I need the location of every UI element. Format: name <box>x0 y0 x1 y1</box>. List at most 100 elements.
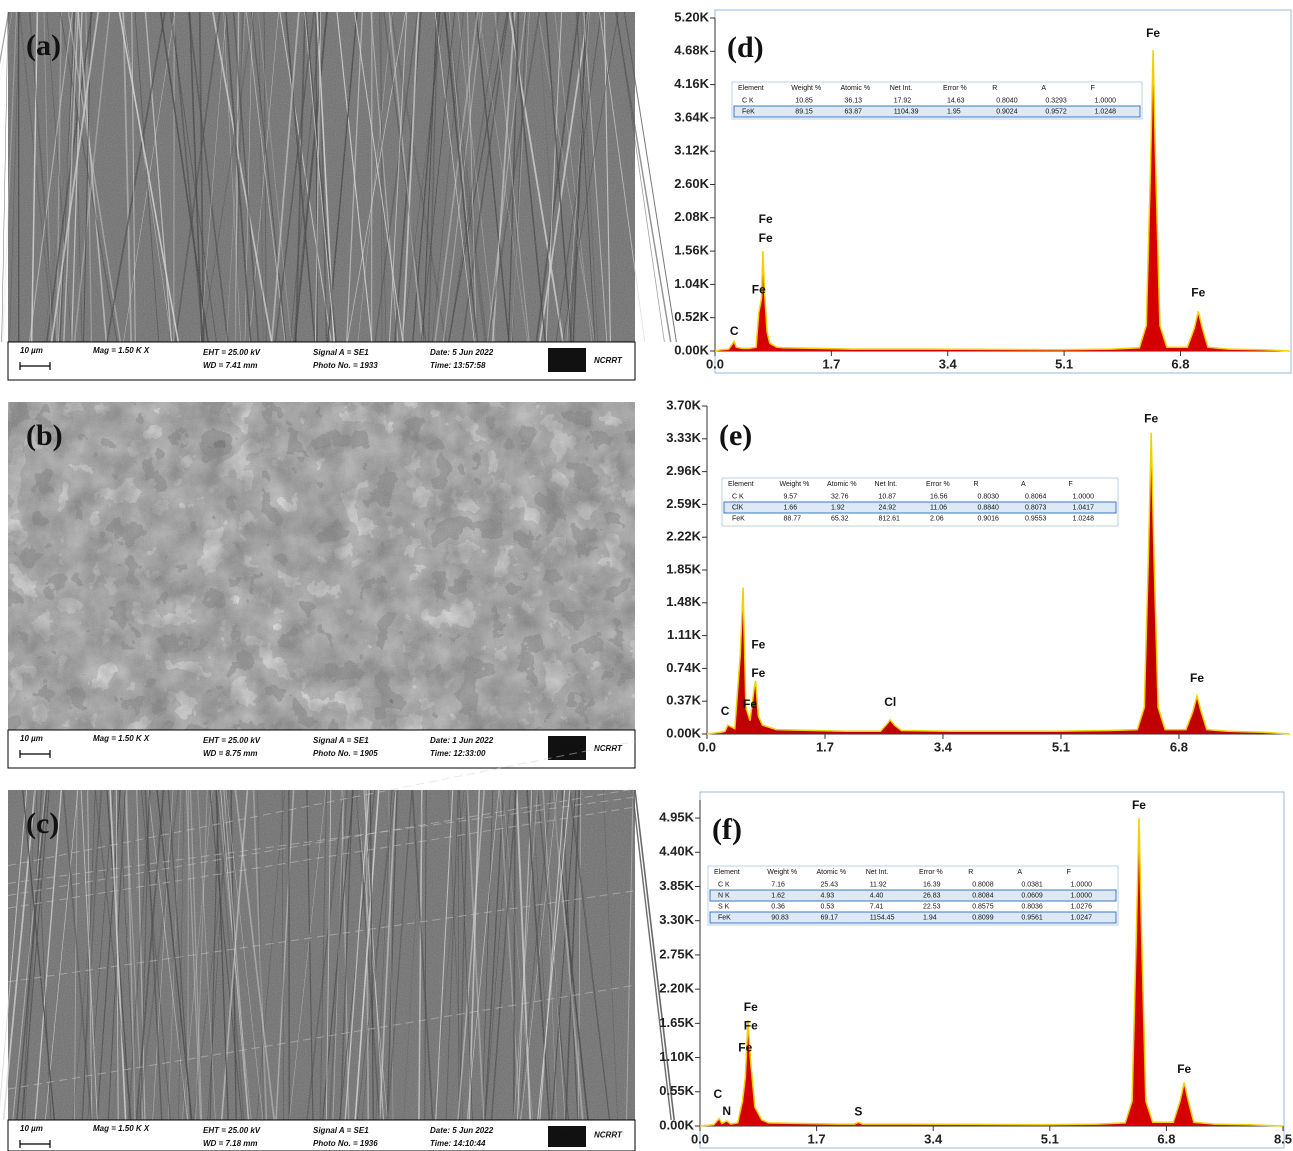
table-cell: 69.17 <box>821 914 839 921</box>
table-cell: 0.8073 <box>1025 504 1047 511</box>
photo: Photo No. = 1933 <box>313 361 378 370</box>
x-tick-label: 1.7 <box>816 739 834 754</box>
sem-noise <box>8 790 635 1120</box>
peak-label: C <box>730 324 739 338</box>
table-header: Element <box>728 481 754 488</box>
eht: EHT = 25.00 kV <box>203 348 261 357</box>
panel-label: (c) <box>26 807 59 840</box>
table-cell: 1104.39 <box>894 108 919 115</box>
wd: WD = 7.41 mm <box>203 361 257 370</box>
x-tick-label: 6.8 <box>1171 356 1189 371</box>
peak-label: Fe <box>738 1040 752 1054</box>
wd: WD = 7.18 mm <box>203 1139 257 1148</box>
peak-label: S <box>854 1104 862 1118</box>
table-cell: 0.8030 <box>978 493 1000 500</box>
table-header: Atomic % <box>827 481 857 488</box>
peak-label: Cl <box>884 695 896 709</box>
table-header: A <box>1021 481 1026 488</box>
table-cell: 0.3293 <box>1045 97 1067 104</box>
peak-label: Fe <box>1146 26 1160 40</box>
table-cell: 0.0381 <box>1021 881 1043 888</box>
panel-label: (b) <box>26 419 63 452</box>
table-cell: ClK <box>732 504 744 511</box>
y-tick-label: 4.40K <box>659 844 694 859</box>
brand: ZEISS <box>554 1132 579 1141</box>
x-tick-label: 1.7 <box>822 356 840 371</box>
brand: ZEISS <box>554 743 579 752</box>
table-cell: 11.06 <box>930 504 947 511</box>
y-tick-label: 2.96K <box>666 463 701 478</box>
table-cell: 4.40 <box>870 892 884 899</box>
y-tick-label: 4.95K <box>659 809 694 824</box>
y-tick-label: 5.20K <box>674 9 709 24</box>
table-cell: 65.32 <box>831 515 849 522</box>
table-header: A <box>1017 869 1022 876</box>
x-tick-label: 3.4 <box>939 356 958 371</box>
brand: ZEISS <box>554 355 579 364</box>
table-cell: 1.0417 <box>1073 504 1095 511</box>
table-cell: 1.0000 <box>1071 892 1093 899</box>
table-cell: 26.83 <box>923 892 941 899</box>
time: Time: 14:10:44 <box>430 1139 486 1148</box>
table-cell: 0.36 <box>771 903 785 910</box>
sem-noise <box>8 12 635 342</box>
table-cell: 14.63 <box>947 97 965 104</box>
table-cell: 36.13 <box>845 97 863 104</box>
table-cell: 10.87 <box>879 493 897 500</box>
y-tick-label: 3.85K <box>659 878 694 893</box>
sem-noise <box>8 402 635 730</box>
y-tick-label: 0.00K <box>659 1117 694 1132</box>
table-header: Net Int. <box>866 869 889 876</box>
table-cell: 17.92 <box>894 97 912 104</box>
x-tick-label: 1.7 <box>808 1131 826 1146</box>
table-header: Element <box>714 869 740 876</box>
table-cell: 7.16 <box>771 881 785 888</box>
peak-label: N <box>722 1104 731 1118</box>
table-header: Error % <box>943 85 967 92</box>
date: Date: 1 Jun 2022 <box>430 736 494 745</box>
y-tick-label: 1.10K <box>659 1049 694 1064</box>
table-cell: 9.57 <box>783 493 797 500</box>
table-cell: 90.83 <box>771 914 789 921</box>
table-cell: 63.87 <box>845 108 863 115</box>
table-cell: 0.9553 <box>1025 515 1047 522</box>
table-cell: C K <box>742 97 754 104</box>
x-tick-label: 3.4 <box>934 739 953 754</box>
table-cell: 22.53 <box>923 903 941 910</box>
table-cell: 24.92 <box>879 504 897 511</box>
table-cell: N K <box>718 892 730 899</box>
peak-label: C <box>713 1087 722 1101</box>
table-cell: 10.85 <box>795 97 813 104</box>
x-tick-label: 3.4 <box>924 1131 943 1146</box>
table-cell: 0.9572 <box>1045 108 1067 115</box>
scale-text: 10 µm <box>20 346 43 355</box>
table-cell: 7.41 <box>870 903 884 910</box>
y-tick-label: 2.59K <box>666 496 701 511</box>
table-header: R <box>992 85 997 92</box>
y-tick-label: 2.08K <box>674 209 709 224</box>
table-cell: 88.77 <box>783 515 801 522</box>
table-cell: FeK <box>742 108 755 115</box>
table-cell: 812.61 <box>879 515 901 522</box>
table-header: Error % <box>919 869 943 876</box>
table-cell: S K <box>718 903 730 910</box>
table-cell: 0.8084 <box>972 892 994 899</box>
x-tick-label: 5.1 <box>1055 356 1073 371</box>
table-cell: C K <box>732 493 744 500</box>
panel-label: (a) <box>26 29 61 62</box>
table-cell: 1.95 <box>947 108 961 115</box>
y-tick-label: 2.60K <box>674 176 709 191</box>
table-cell: 0.8840 <box>978 504 1000 511</box>
table-cell: 0.9016 <box>978 515 1000 522</box>
y-tick-label: 1.65K <box>659 1015 694 1030</box>
table-header: Net Int. <box>875 481 898 488</box>
peak-label: Fe <box>752 282 766 296</box>
y-tick-label: 3.33K <box>666 430 701 445</box>
mag: Mag = 1.50 K X <box>93 1124 150 1133</box>
eht: EHT = 25.00 kV <box>203 736 261 745</box>
spectrum-fill <box>700 818 1283 1126</box>
peak-label: Fe <box>743 697 757 711</box>
signal: Signal A = SE1 <box>313 736 369 745</box>
y-tick-label: 3.30K <box>659 912 694 927</box>
table-cell: 0.8064 <box>1025 493 1047 500</box>
